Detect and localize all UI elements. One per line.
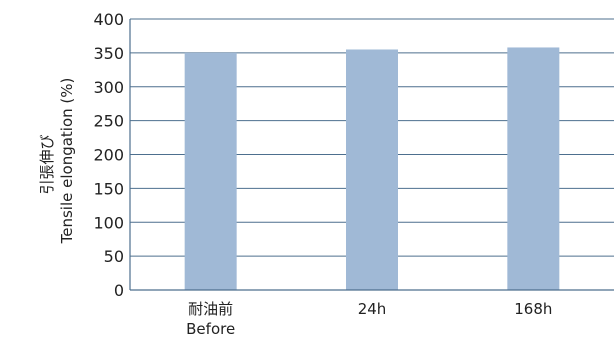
bar-2 bbox=[507, 47, 560, 290]
y-axis-label-jp: 引張伸び bbox=[38, 134, 56, 194]
x-category-label-2: 168h bbox=[514, 300, 552, 318]
y-tick-labels: 0 50 100 150 200 250 300 350 400 bbox=[93, 10, 124, 300]
y-tick-label-150: 150 bbox=[93, 179, 124, 198]
x-category-labels: 耐油前 Before 24h 168h bbox=[186, 300, 552, 338]
bar-0 bbox=[184, 52, 237, 290]
y-tick-label-0: 0 bbox=[114, 281, 124, 300]
bar-1 bbox=[346, 49, 398, 290]
y-axis-label-en: Tensile elongation (%) bbox=[58, 78, 76, 245]
y-tick-label-100: 100 bbox=[93, 213, 124, 232]
y-tick-label-350: 350 bbox=[93, 44, 124, 63]
x-category-label-0: 耐油前 bbox=[188, 300, 233, 318]
y-tick-label-400: 400 bbox=[93, 10, 124, 29]
x-category-label-1: 24h bbox=[358, 300, 387, 318]
y-tick-label-300: 300 bbox=[93, 78, 124, 97]
y-tick-label-200: 200 bbox=[93, 146, 124, 165]
y-tick-label-50: 50 bbox=[104, 247, 124, 266]
x-category-sublabel-0: Before bbox=[186, 320, 235, 338]
y-tick-label-250: 250 bbox=[93, 112, 124, 131]
bars bbox=[184, 47, 560, 290]
